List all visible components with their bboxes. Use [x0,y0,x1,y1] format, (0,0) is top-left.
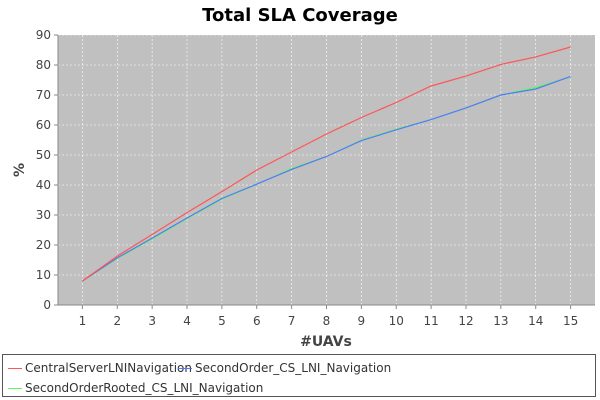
x-tick-label: 8 [323,314,331,328]
legend-swatch [8,367,22,369]
y-tick-label: 10 [36,268,51,282]
grid [58,34,595,306]
x-tick-label: 3 [148,314,156,328]
x-tick-label: 9 [358,314,366,328]
y-tick-label: 0 [43,298,51,312]
x-tick-label: 5 [218,314,226,328]
y-tick-label: 20 [36,238,51,252]
legend: CentralServerLNINavigation SecondOrder_C… [2,354,596,397]
y-tick-label: 30 [36,208,51,222]
y-tick-label: 40 [36,178,51,192]
y-tick-label: 80 [36,58,51,72]
y-tick-label: 90 [36,28,51,42]
x-tick-label: 4 [183,314,191,328]
series-lines [82,46,571,282]
legend-item: SecondOrder_CS_LNI_Navigation [178,361,391,375]
x-tick-label: 7 [288,314,296,328]
legend-label: CentralServerLNINavigation [25,361,192,375]
x-tick-label: 1 [79,314,87,328]
series-line [82,75,571,282]
x-tick-label: 12 [458,314,473,328]
x-tick-label: 10 [389,314,404,328]
y-axis-label: % [12,163,28,177]
y-tick-label: 50 [36,148,51,162]
series-line [82,46,571,282]
y-tick-label: 60 [36,118,51,132]
legend-label: SecondOrder_CS_LNI_Navigation [195,361,392,375]
x-tick-label: 6 [253,314,261,328]
legend-swatch [8,387,22,389]
x-tick-label: 2 [113,314,121,328]
x-tick-label: 13 [493,314,508,328]
x-tick-label: 15 [563,314,578,328]
legend-item: CentralServerLNINavigation [8,361,192,375]
chart-title: Total SLA Coverage [202,5,398,26]
x-axis-label: #UAVs [300,334,352,350]
x-tick-label: 11 [423,314,438,328]
x-tick-label: 14 [528,314,543,328]
legend-label: SecondOrderRooted_CS_LNI_Navigation [25,381,264,395]
legend-swatch [178,367,192,369]
legend-item: SecondOrderRooted_CS_LNI_Navigation [8,381,263,395]
y-tick-label: 70 [36,88,51,102]
